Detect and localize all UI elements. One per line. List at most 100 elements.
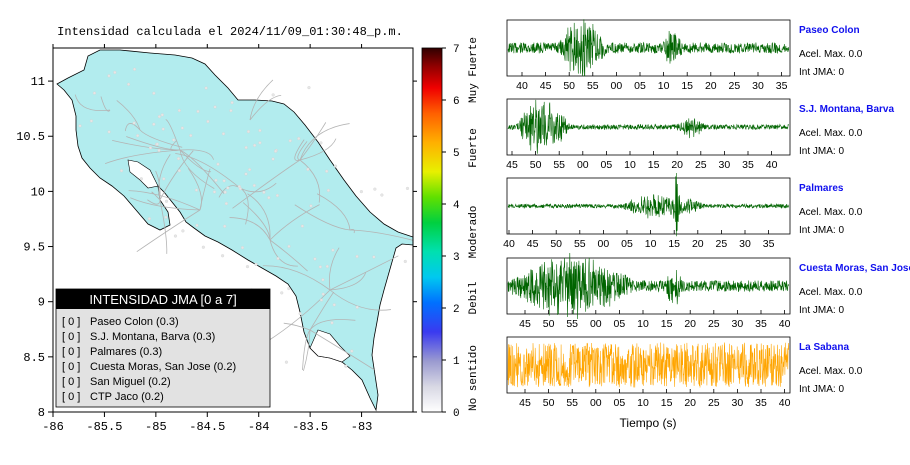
lat-tick-label: 11 xyxy=(31,75,45,89)
town-dot xyxy=(214,178,218,182)
town-dot xyxy=(107,74,111,78)
station-jma-intensity: Int JMA: 0 xyxy=(799,384,844,395)
town-dot xyxy=(213,105,217,109)
station-jma-intensity: Int JMA: 0 xyxy=(799,225,844,236)
time-tick-label: 05 xyxy=(621,238,633,250)
time-tick-label: 35 xyxy=(776,80,788,92)
time-tick-label: 50 xyxy=(550,238,562,250)
town-dot xyxy=(331,248,335,252)
road-line xyxy=(309,319,356,331)
waveform-panels: 40 45 50 55 00 05 10 15 20 25 30 35 Paseo Colon Acel.… xyxy=(503,19,910,409)
town-dot xyxy=(230,101,234,105)
colorbar-ticks: 0 1 2 3 4 5 6 7 xyxy=(442,44,460,420)
legend-item-value: [ 0 ] xyxy=(62,316,80,328)
time-tick-label: 10 xyxy=(637,318,649,330)
town-dot xyxy=(274,149,278,153)
time-tick-label: 55 xyxy=(574,238,586,250)
time-tick-label: 10 xyxy=(624,159,636,171)
time-tick-label: 15 xyxy=(668,238,680,250)
lon-tick-label: -85 xyxy=(145,420,167,434)
town-dot xyxy=(332,303,336,307)
town-dot xyxy=(157,115,161,119)
time-tick-label: 40 xyxy=(766,159,778,171)
road-line xyxy=(329,289,392,311)
lon-tick-label: -86 xyxy=(42,420,64,434)
lon-tick-label: -84.5 xyxy=(189,420,225,434)
lat-tick-label: 10.5 xyxy=(16,130,45,144)
road-line xyxy=(124,123,141,132)
town-dot xyxy=(344,364,348,368)
time-tick-label: 25 xyxy=(708,318,720,330)
town-markers xyxy=(78,67,410,368)
time-tick-label: 35 xyxy=(763,238,775,250)
town-dot xyxy=(321,278,325,282)
town-dot xyxy=(181,229,185,233)
town-dot xyxy=(148,146,152,150)
time-tick-label: 25 xyxy=(716,238,728,250)
costa-rica-landmass xyxy=(56,49,413,412)
town-dot xyxy=(262,190,266,194)
lat-tick-label: 9.5 xyxy=(23,241,45,255)
town-dot xyxy=(318,265,322,269)
town-dot xyxy=(132,121,136,125)
town-dot xyxy=(248,168,252,172)
station-max-accel: Acel. Max. 0.0 xyxy=(799,207,863,218)
town-dot xyxy=(155,142,159,146)
town-dot xyxy=(287,287,291,291)
town-dot xyxy=(119,169,124,173)
town-dot xyxy=(173,234,177,238)
town-dot xyxy=(319,298,324,302)
time-tick-label: 05 xyxy=(601,159,613,171)
town-dot xyxy=(258,128,262,133)
town-dot xyxy=(157,148,161,152)
road-line xyxy=(249,95,282,121)
time-tick-label: 35 xyxy=(755,318,767,330)
road-line xyxy=(104,149,181,165)
town-dot xyxy=(309,204,313,208)
town-dot xyxy=(206,119,210,124)
town-dot xyxy=(300,224,304,228)
town-dot xyxy=(330,321,334,325)
time-tick-label: 30 xyxy=(719,159,731,171)
road-line xyxy=(299,122,327,161)
road-line xyxy=(136,209,201,253)
town-dot xyxy=(204,86,208,90)
legend-item-value: [ 0 ] xyxy=(62,346,80,358)
lon-tick-label: -83.5 xyxy=(292,420,328,434)
time-tick-label: 40 xyxy=(779,397,791,409)
waveform-panel: 40 45 50 55 00 05 10 15 20 25 30 35 Palmares Acel. Ma… xyxy=(503,172,863,250)
waveform-panel: 45 50 55 00 05 10 15 20 25 30 35 40 La Sabana Acel. M… xyxy=(506,336,863,409)
town-dot xyxy=(405,186,410,190)
town-dot xyxy=(113,70,117,74)
station-max-accel: Acel. Max. 0.0 xyxy=(799,366,863,377)
time-tick-label: 40 xyxy=(779,318,791,330)
road-line xyxy=(328,247,340,291)
road-line xyxy=(309,291,335,331)
road-line xyxy=(116,100,141,131)
road-line xyxy=(262,265,331,291)
waveform-trace xyxy=(507,252,789,320)
road-line xyxy=(349,229,355,234)
town-dot xyxy=(246,130,251,134)
time-tick-label: 40 xyxy=(503,238,515,250)
map-frame xyxy=(52,47,414,413)
station-max-accel: Acel. Max. 0.0 xyxy=(799,287,863,298)
colorbar-category-label: Fuerte xyxy=(468,128,480,168)
road-line xyxy=(242,202,271,241)
road-line xyxy=(249,79,274,121)
town-dot xyxy=(258,141,262,145)
colorbar-category-label: Moderado xyxy=(468,206,480,259)
town-dot xyxy=(253,143,257,147)
road-line xyxy=(179,149,214,160)
colorbar-tick-label: 1 xyxy=(453,356,460,368)
time-tick-label: 55 xyxy=(566,397,578,409)
intensity-legend: INTENSIDAD JMA [0 a 7] [ 0 ] Paseo Colon … xyxy=(55,288,271,408)
town-dot xyxy=(319,141,323,145)
town-dot xyxy=(380,193,384,197)
road-line xyxy=(165,119,181,151)
town-dot xyxy=(222,179,226,183)
time-tick-label: 00 xyxy=(590,397,602,409)
lon-tick-label: -85.5 xyxy=(86,420,122,434)
station-name: La Sabana xyxy=(799,342,849,353)
town-dot xyxy=(177,108,181,113)
